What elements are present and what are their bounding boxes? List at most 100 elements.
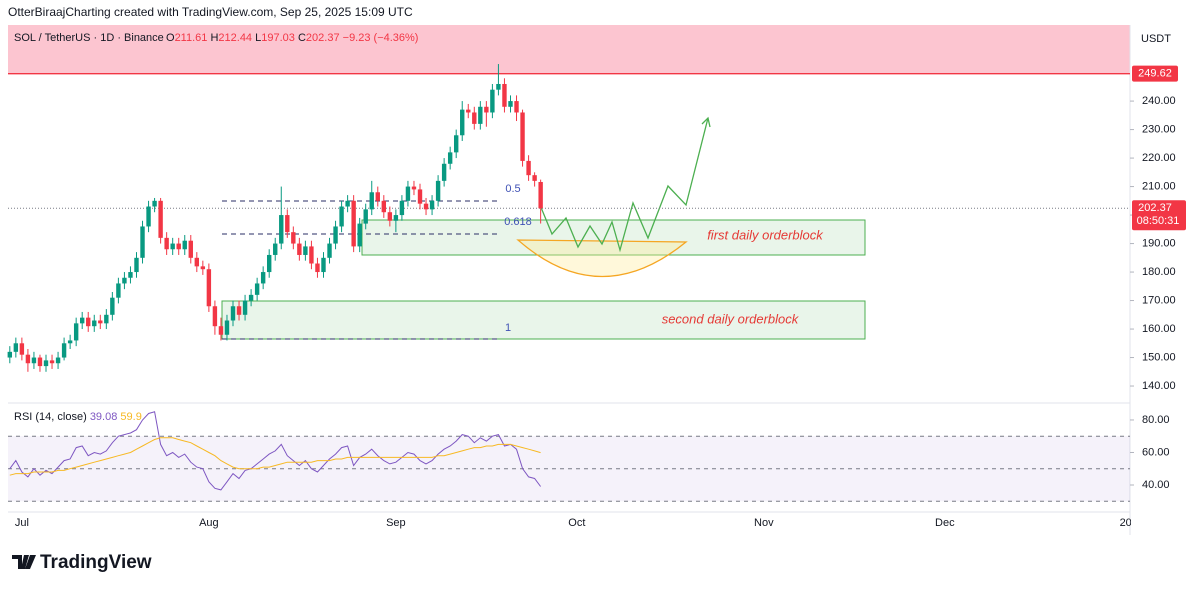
candle-body [369,192,374,210]
candle-body [532,175,537,181]
candle-body [345,200,350,207]
ohlc-value: 202.37 [306,32,340,44]
candle-body [13,343,19,352]
candle-body [31,357,37,364]
candle-body [441,163,447,181]
candle-body [116,283,121,298]
arrow-head [701,116,711,128]
ohlc: O211.61 H212.44 L197.03 C202.37 −9.23 (−… [166,32,418,44]
rsi-value: 39.08 [90,411,118,423]
projection-path [539,117,709,253]
y-tick-label: 180.00 [1142,266,1176,278]
candle-body [484,106,489,113]
ohlc-key: C [298,32,306,44]
candle-body [98,320,103,324]
candle-body [254,283,260,295]
x-tick-label: Nov [754,517,774,529]
candle-body [429,200,435,210]
candle-body [128,272,133,278]
legend: SOL / TetherUS · 1D · Binance O211.61 H2… [14,32,418,423]
y-tick-label: 240.00 [1142,95,1176,107]
candle-body [375,192,380,201]
candle-body [453,135,459,153]
candle-body [279,215,284,244]
fib-label: 1 [505,322,511,334]
candle-body [490,89,495,113]
candle-body [212,306,218,327]
candle-body [19,343,25,355]
drawings: 0.5 0.618 1 first daily orderblock secon… [221,116,866,340]
candle-body [49,360,55,364]
last-price-label: 202.37 [1138,202,1172,214]
candle-body [110,297,115,315]
last-price-badge [1132,200,1186,231]
plot [7,64,1130,502]
orderblock-box [221,300,866,340]
candle-body [339,206,344,227]
fib-label: 0.5 [505,183,520,195]
rsi-ma-value: 59.9 [120,411,141,423]
candle-body [104,314,109,324]
y-tick-label: 160.00 [1142,323,1176,335]
candle-body [393,215,399,221]
candle-body [61,343,67,358]
resistance-label: 249.62 [1138,68,1172,80]
candle-body [363,209,368,224]
candle-body [405,186,411,201]
candle-body [303,246,308,255]
candle-body [140,226,145,258]
resistance-zone [8,25,1130,74]
y-tick-label: 150.00 [1142,351,1176,363]
candle-body [508,101,513,107]
candle-body [266,254,272,273]
ohlc-value: 211.61 [175,32,208,44]
candle-body [526,160,531,176]
x-axis-cover [1131,513,1200,535]
candle-body [158,200,163,238]
candle-body [176,243,181,250]
candle-body [460,109,465,136]
y-tick-label: 40.00 [1142,479,1170,491]
candle-body [321,257,326,273]
rsi-line [9,437,541,476]
fib-label: 0.618 [504,216,532,228]
candle-body [236,306,242,315]
candle-body [466,109,471,113]
ohlc-key: L [255,32,261,44]
candle-body [164,237,169,250]
x-tick-label: Aug [199,517,219,529]
x-tick-label: Dec [935,517,955,529]
candle-body [327,243,332,258]
candle-body [291,232,296,244]
candle-body [315,263,320,273]
candle-body [170,243,175,250]
candle-body [86,317,91,327]
candle-body [188,240,193,258]
candle-body [502,83,507,107]
y-tick-label: 80.00 [1142,414,1170,426]
x-tick-label: Jul [15,517,29,529]
candle-body [224,320,230,335]
x-tick-label: Oct [568,517,585,529]
candle-body [381,200,387,213]
candle-body [309,246,314,264]
candle-body [7,351,13,358]
candle-body [73,323,79,341]
candle-body [538,181,543,209]
currency: USDT [1141,33,1171,45]
rsi-title-text: RSI (14, close) [14,411,87,423]
candle-body [472,112,477,124]
ohlc-value: 197.03 [261,32,295,44]
candle-body [200,266,206,270]
candle-body [134,257,139,273]
x-tick-label: Sep [386,517,406,529]
candle-body [399,200,405,216]
rsi-title: RSI (14, close) 39.08 59.9 [14,411,142,423]
rsi-line [9,411,541,491]
candle-body [435,180,441,201]
zone-label: second daily orderblock [662,311,800,326]
candle-body [25,354,31,364]
candle-body [285,215,290,233]
ohlc-key: O [166,32,175,44]
